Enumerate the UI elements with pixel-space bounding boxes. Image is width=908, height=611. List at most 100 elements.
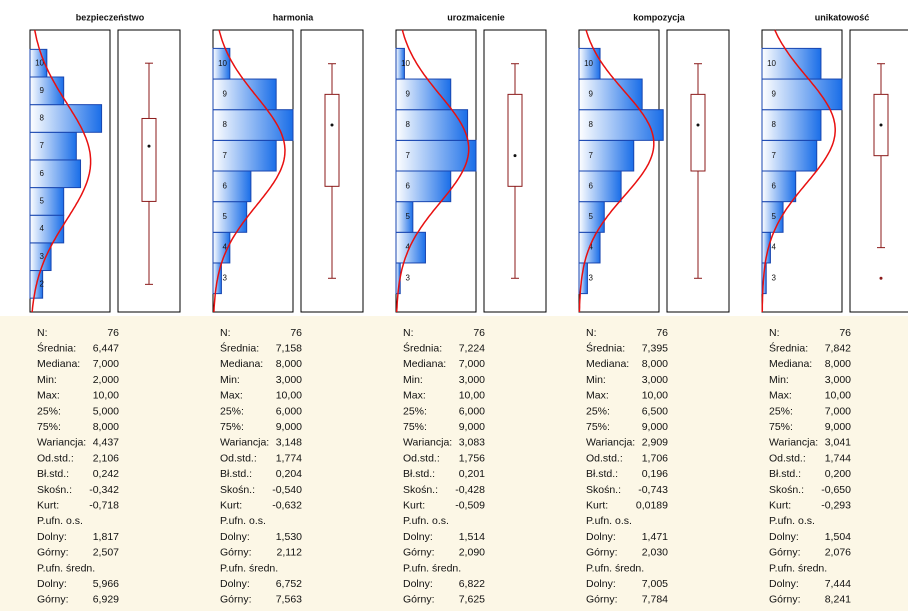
- stat-label: Skośn.:: [37, 484, 72, 496]
- box: [690, 93, 706, 172]
- y-tick-label: 5: [406, 212, 411, 221]
- stat-label: N:: [586, 327, 597, 339]
- stat-label: Max:: [403, 390, 426, 402]
- stat-value: 8,000: [642, 358, 668, 370]
- histogram-bar: [761, 47, 822, 80]
- stat-value: 10,00: [276, 390, 302, 402]
- stat-label: Dolny:: [403, 531, 433, 543]
- histogram-bar: [29, 131, 77, 161]
- stat-value: 1,471: [642, 531, 668, 543]
- histogram-bar: [29, 214, 65, 244]
- chart-title: harmonia: [273, 12, 315, 22]
- stat-label: P.ufn. o.s.: [769, 515, 815, 527]
- stat-label: Mediana:: [769, 358, 812, 370]
- stat-label: 75%:: [37, 421, 61, 433]
- stat-value: 7,444: [825, 578, 851, 590]
- stat-value: 2,090: [459, 547, 485, 559]
- stat-value: 2,112: [277, 547, 303, 559]
- stat-value: 9,000: [276, 421, 302, 433]
- histogram-bar: [212, 47, 231, 80]
- stat-value: 76: [473, 327, 485, 339]
- stat-value: 3,083: [459, 437, 485, 449]
- histogram-bar: [212, 78, 277, 111]
- y-tick-label: 6: [223, 181, 228, 190]
- stat-value: 6,929: [93, 594, 119, 606]
- stat-label: P.ufn. średn.: [37, 562, 95, 574]
- histogram-bar: [212, 201, 248, 233]
- stat-value: 10,00: [93, 390, 119, 402]
- stat-label: Bł.std.:: [37, 468, 69, 480]
- stat-label: Od.std.:: [769, 452, 806, 464]
- y-tick-label: 7: [772, 151, 777, 160]
- stat-value: 2,507: [93, 547, 119, 559]
- stat-label: 75%:: [220, 421, 244, 433]
- histogram-bar: [395, 78, 452, 111]
- stat-label: Max:: [37, 390, 60, 402]
- stat-value: 7,005: [642, 578, 668, 590]
- stat-value: 2,076: [825, 547, 851, 559]
- normal-curve: [213, 29, 286, 313]
- stat-value: 1,744: [825, 452, 851, 464]
- y-tick-label: 5: [772, 212, 777, 221]
- stat-value: 5,000: [93, 405, 119, 417]
- stat-label: Górny:: [586, 594, 618, 606]
- y-tick-label: 10: [584, 59, 593, 68]
- y-tick-label: 7: [406, 151, 411, 160]
- stat-label: Max:: [769, 390, 792, 402]
- histogram-bar: [212, 109, 294, 141]
- stat-label: Dolny:: [403, 578, 433, 590]
- stat-label: Mediana:: [586, 358, 629, 370]
- y-tick-label: 4: [406, 243, 411, 252]
- stat-value: 3,041: [825, 437, 851, 449]
- stat-label: Kurt:: [37, 499, 59, 511]
- normal-curve: [761, 29, 836, 313]
- stat-label: N:: [403, 327, 414, 339]
- stat-value: -0,428: [455, 484, 485, 496]
- stat-value: 2,000: [93, 374, 119, 386]
- median-dot: [696, 123, 700, 127]
- stat-value: -0,342: [89, 484, 119, 496]
- median-dot: [879, 123, 883, 127]
- histogram-bar: [29, 159, 82, 189]
- stat-label: P.ufn. średn.: [586, 562, 644, 574]
- stat-value: 76: [107, 327, 119, 339]
- stat-label: Wariancja:: [586, 437, 635, 449]
- stat-label: Średnia:: [220, 341, 259, 354]
- histogram-bar: [395, 47, 405, 80]
- box: [324, 93, 340, 187]
- stat-label: P.ufn. o.s.: [403, 515, 449, 527]
- stat-label: Wariancja:: [769, 437, 818, 449]
- stat-label: Górny:: [37, 594, 69, 606]
- stat-value: 6,000: [276, 405, 302, 417]
- stat-label: 25%:: [220, 405, 244, 417]
- stat-label: Max:: [586, 390, 609, 402]
- normal-curve: [578, 29, 655, 313]
- stat-value: -0,540: [272, 484, 302, 496]
- stat-value: 7,224: [459, 342, 485, 354]
- stat-value: 6,447: [93, 342, 119, 354]
- stat-label: Dolny:: [586, 531, 616, 543]
- boxplot-frame: [849, 29, 908, 313]
- stat-value: 1,530: [276, 531, 302, 543]
- stat-label: Mediana:: [403, 358, 446, 370]
- median-dot: [330, 123, 334, 127]
- stat-value: -0,743: [638, 484, 668, 496]
- y-tick-label: 10: [767, 59, 776, 68]
- stat-value: 2,030: [642, 547, 668, 559]
- stat-label: Górny:: [403, 594, 435, 606]
- chart-title: urozmaicenie: [447, 12, 505, 22]
- histogram-bar: [761, 109, 822, 141]
- stat-label: 75%:: [403, 421, 427, 433]
- stat-value: 4,437: [93, 437, 119, 449]
- stat-value: 10,00: [642, 390, 668, 402]
- y-tick-label: 10: [218, 59, 227, 68]
- stat-value: 7,000: [459, 358, 485, 370]
- y-tick-label: 4: [223, 243, 228, 252]
- stat-label: Min:: [37, 374, 57, 386]
- histogram-bar: [29, 104, 103, 133]
- stat-label: Dolny:: [37, 531, 67, 543]
- stat-label: P.ufn. o.s.: [37, 515, 83, 527]
- stat-label: Kurt:: [586, 499, 608, 511]
- stat-value: 2,106: [93, 452, 119, 464]
- stat-value: 3,000: [276, 374, 302, 386]
